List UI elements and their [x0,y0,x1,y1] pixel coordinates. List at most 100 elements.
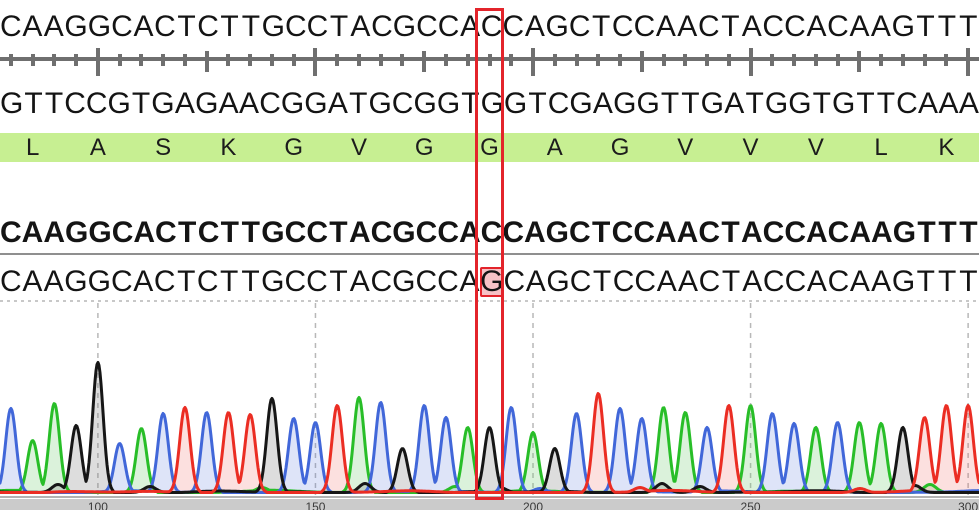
top-strand-base[interactable]: T [220,10,239,43]
read-base[interactable]: C [503,265,526,298]
read-base[interactable]: C [306,265,328,298]
top-strand-base[interactable]: A [806,10,827,43]
read-base[interactable]: A [678,265,699,298]
top-strand-base[interactable]: C [633,10,656,43]
read-base[interactable]: A [806,265,827,298]
reference-base[interactable]: T [959,216,978,249]
read-base[interactable]: G [891,265,916,298]
read-base[interactable]: C [370,265,393,298]
reference-base[interactable]: C [762,216,785,249]
reference-base[interactable]: C [306,216,328,249]
top-strand-base[interactable]: C [416,10,438,43]
top-strand-base[interactable]: C [197,10,219,43]
reference-base[interactable]: C [197,216,220,249]
amino-acid[interactable]: K [938,134,955,161]
top-strand-base[interactable]: T [916,10,935,43]
reference-base[interactable]: T [721,216,740,249]
top-strand-base[interactable]: A [849,10,870,43]
read-base[interactable]: A [849,265,870,298]
amino-acid[interactable]: V [807,134,824,161]
bottom-strand-base[interactable]: G [368,87,392,120]
bottom-strand-base[interactable]: T [528,87,547,120]
read-base[interactable]: C [569,265,592,298]
top-strand-base[interactable]: A [741,10,762,43]
amino-acid[interactable]: A [546,134,563,161]
read-base[interactable]: C [612,265,635,298]
bottom-strand-base[interactable]: G [788,87,812,120]
top-strand-base[interactable]: C [111,10,133,43]
read-base[interactable]: C [437,265,459,298]
read-base[interactable]: C [284,265,307,298]
bottom-strand-base[interactable]: C [391,87,414,120]
reference-base[interactable]: T [592,216,611,249]
reference-base[interactable]: A [740,216,763,249]
top-strand-base[interactable]: A [870,10,891,43]
bottom-strand-base[interactable]: C [896,87,918,120]
amino-acid[interactable]: G [480,134,499,161]
amino-acid[interactable]: G [414,134,434,161]
amino-acid[interactable]: V [350,134,367,161]
read-base[interactable]: G [546,265,570,298]
bottom-strand-base[interactable]: A [724,87,745,120]
bottom-strand-base[interactable]: G [195,87,219,120]
reference-base[interactable]: T [178,216,197,249]
bottom-strand-base[interactable]: G [764,87,789,120]
read-base[interactable]: T [592,265,612,298]
top-strand-base[interactable]: C [502,10,525,43]
read-base[interactable]: C [153,265,176,298]
bottom-strand-base[interactable]: T [131,87,151,120]
read-base[interactable]: A [43,265,64,298]
top-strand-base[interactable]: A [133,10,154,43]
read-base[interactable]: A [871,265,892,298]
top-strand-base[interactable]: C [154,10,176,43]
bottom-strand-base[interactable]: T [44,87,64,120]
read-base[interactable]: A [656,265,677,298]
reference-base[interactable]: A [348,216,371,249]
top-strand-base[interactable]: C [568,10,591,43]
amino-acid[interactable]: V [742,134,759,161]
read-base[interactable]: C [827,265,850,298]
mismatch-base[interactable]: G [480,265,504,298]
read-base[interactable]: C [698,265,721,298]
reference-base[interactable]: C [111,216,134,249]
read-base[interactable]: C [196,265,219,298]
top-strand-base[interactable]: A [22,10,43,43]
top-strand-base[interactable]: G [261,10,285,43]
reference-base[interactable]: A [133,216,156,249]
read-base[interactable]: T [916,265,935,298]
bottom-strand-base[interactable]: G [436,87,461,120]
top-strand-base[interactable]: A [43,10,64,43]
top-strand-base[interactable]: C [698,10,720,43]
bottom-strand-base[interactable]: G [636,87,660,120]
amino-acid[interactable]: A [89,134,106,161]
bottom-strand-base[interactable]: G [480,87,504,120]
top-strand-base[interactable]: G [545,10,569,43]
read-base[interactable]: C [762,265,785,298]
reference-base[interactable]: G [261,216,285,249]
read-base[interactable]: A [22,265,43,298]
read-base[interactable]: G [392,265,416,298]
bottom-strand-base[interactable]: C [85,87,108,120]
bottom-strand-base[interactable]: G [613,87,637,120]
reference-base[interactable]: C [480,216,503,249]
bottom-strand-base[interactable]: A [218,87,239,120]
read-base[interactable]: C [634,265,657,298]
bottom-strand-base[interactable]: G [304,87,328,120]
top-strand-base[interactable]: G [87,10,112,43]
top-strand-base[interactable]: T [592,10,611,43]
read-base[interactable]: G [64,265,88,298]
top-strand-base[interactable]: A [524,10,545,43]
read-base[interactable]: T [220,265,239,298]
read-base[interactable]: A [459,265,480,298]
read-base[interactable]: T [329,265,348,298]
bottom-strand-base[interactable]: T [24,87,43,120]
reference-base[interactable]: T [220,216,239,249]
top-strand-base[interactable]: T [329,10,349,43]
bottom-strand-base[interactable]: A [174,87,195,120]
top-strand-base[interactable]: C [437,10,460,43]
reference-base[interactable]: C [155,216,177,249]
reference-base[interactable]: G [65,216,89,249]
bottom-strand-base[interactable]: T [461,87,480,120]
read-base[interactable]: C [415,265,438,298]
reference-base[interactable]: A [458,216,481,249]
